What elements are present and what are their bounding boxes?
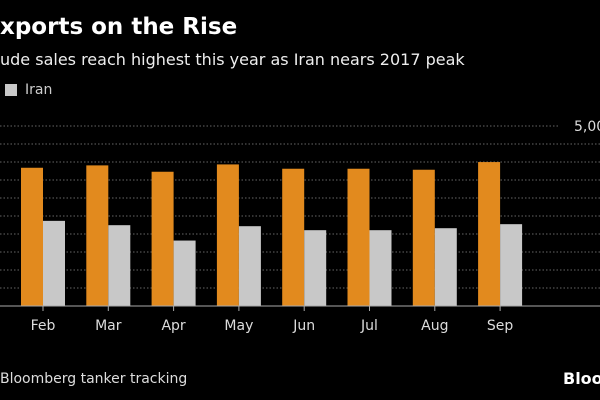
bar-series-0-feb — [21, 167, 43, 306]
x-tick-label: May — [224, 318, 253, 334]
bar-series-0-may — [216, 164, 239, 306]
x-tick-label: Feb — [31, 318, 56, 334]
bar-series-0-sep — [478, 162, 501, 306]
x-tick-label: Jun — [292, 318, 315, 334]
bar-iran-apr — [173, 240, 196, 306]
bar-iran-mar — [108, 225, 131, 306]
bar-iran-jul — [369, 230, 392, 306]
x-tick-label: Apr — [161, 318, 185, 334]
y-tick-label: 5,00 — [574, 119, 600, 135]
legend: Iran — [5, 82, 52, 98]
x-tick-label: Jul — [360, 318, 378, 334]
bar-iran-sep — [500, 224, 523, 306]
bar-series-0-aug — [412, 169, 435, 306]
bar-iran-jun — [304, 230, 327, 306]
bar-iran-may — [238, 226, 261, 306]
bar-iran-aug — [434, 228, 457, 306]
chart-title: xports on the Rise — [0, 14, 238, 40]
bar-series-0-jun — [282, 168, 305, 306]
bar-iran-feb — [43, 220, 65, 306]
source-note: Bloomberg tanker tracking — [0, 371, 188, 387]
x-tick-label: Mar — [95, 318, 122, 334]
x-tick-label: Sep — [487, 318, 514, 334]
bar-series-0-apr — [151, 171, 174, 306]
bar-series-0-jul — [347, 168, 370, 306]
legend-label-iran: Iran — [25, 82, 53, 98]
chart-subtitle: ude sales reach highest this year as Ira… — [0, 50, 465, 69]
x-tick-label: Aug — [421, 318, 448, 334]
bloomberg-logo: Bloo — [563, 369, 600, 388]
legend-swatch-iran — [5, 84, 17, 96]
bar-series-0-mar — [86, 165, 109, 306]
